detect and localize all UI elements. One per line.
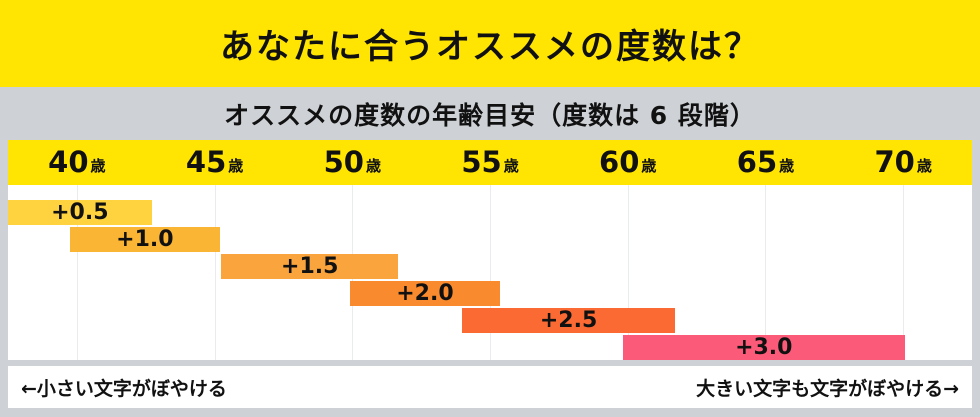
gridline-40: [76, 185, 78, 360]
gridline-55: [490, 185, 491, 360]
age-tick-value: 50: [323, 145, 364, 179]
age-tick-value: 45: [185, 145, 227, 179]
legend-right-label: 大きい文字も文字がぼやける→: [696, 377, 959, 400]
power-bar-label: +0.5: [51, 200, 109, 225]
gridline-60: [627, 185, 629, 360]
power-bar-label: +2.5: [539, 308, 598, 333]
power-bar-2: +2.0: [350, 281, 500, 306]
age-tick-unit: 歳: [90, 157, 106, 175]
age-axis-header: 40 歳 45 歳 50 歳 55 歳 60 歳 65 歳 70 歳: [8, 140, 972, 185]
power-bar-label: +1.5: [281, 254, 339, 279]
age-tick-unit: 歳: [228, 157, 244, 175]
power-bar-1: +1.0: [69, 227, 221, 252]
age-tick-value: 65: [736, 145, 778, 179]
legend-left-label: ←小さい文字がぼやける: [21, 377, 227, 400]
chart-area: +0.5 +1.0 +1.5 +2.0 +2.5 +3.0: [8, 185, 972, 360]
chart-subtitle-row: オススメの度数の年齢目安（度数は 6 段階）: [0, 87, 980, 140]
chart-subtitle: オススメの度数の年齢目安（度数は 6 段階）: [224, 100, 756, 130]
age-tick-value: 55: [461, 145, 502, 179]
power-bar-label: +3.0: [735, 335, 793, 360]
age-tick-55: 55 歳: [421, 140, 559, 185]
power-bar-2.5: +2.5: [462, 308, 676, 333]
age-tick-unit: 歳: [916, 157, 932, 175]
power-bar-3: +3.0: [623, 335, 905, 360]
title-banner: あなたに合うオススメの度数は？: [0, 0, 980, 87]
gridline-65: [765, 185, 767, 360]
gridline-45: [214, 185, 216, 360]
age-tick-unit: 歳: [365, 157, 381, 175]
gridline-70: [903, 185, 905, 360]
age-tick-value: 70: [874, 145, 915, 179]
age-tick-value: 60: [599, 145, 640, 179]
power-bar-1.5: +1.5: [221, 254, 399, 279]
age-tick-50: 50 歳: [283, 140, 421, 185]
age-tick-40: 40 歳: [8, 140, 146, 185]
age-tick-unit: 歳: [503, 157, 519, 175]
age-tick-value: 40: [48, 145, 89, 179]
age-tick-45: 45 歳: [146, 140, 284, 185]
legend-strip: ←小さい文字がぼやける 大きい文字も文字がぼやける→: [8, 366, 972, 408]
power-bar-label: +2.0: [396, 281, 454, 306]
age-tick-70: 70 歳: [834, 140, 972, 185]
power-bar-0.5: +0.5: [8, 200, 152, 225]
age-tick-unit: 歳: [779, 157, 795, 175]
page-title: あなたに合うオススメの度数は？: [220, 27, 760, 67]
age-tick-60: 60 歳: [559, 140, 697, 185]
age-tick-unit: 歳: [641, 157, 657, 175]
power-bar-label: +1.0: [116, 227, 174, 252]
age-tick-65: 65 歳: [697, 140, 835, 185]
